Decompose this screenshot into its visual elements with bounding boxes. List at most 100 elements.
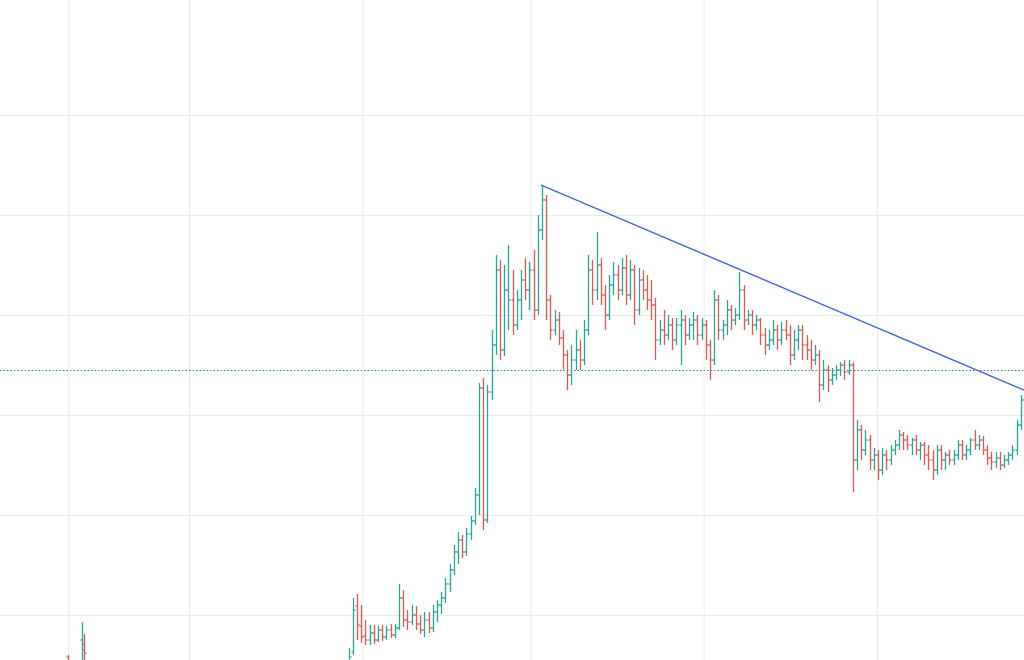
ohlc-bar [418,615,423,634]
ohlc-bar [687,318,692,340]
ohlc-bar [405,610,410,630]
ohlc-bar [452,545,457,575]
ohlc-bar [578,340,583,370]
ohlc-bar [800,325,805,360]
ohlc-bar [859,425,864,460]
ohlc-bar [914,435,919,455]
ohlc-bar [952,450,957,465]
ohlc-bar [758,318,763,345]
ohlc-bar [595,232,600,300]
ohlc-bar [683,315,688,345]
ohlc-bar [926,445,931,470]
trendline-drawing[interactable] [540,184,1024,412]
ohlc-bar [918,442,923,460]
ohlc-bar [994,452,999,468]
ohlc-bar [368,625,373,645]
ohlc-bar [666,315,671,340]
ohlc-bar [998,452,1003,470]
ohlc-bar [960,440,965,460]
ohlc-bar [574,330,579,370]
ohlc-bar [1002,455,1007,468]
ohlc-bar [649,280,654,320]
ohlc-bar [439,592,444,614]
ohlc-bar [422,612,427,637]
ohlc-bar [66,655,70,660]
ohlc-bar [590,260,595,305]
ohlc-bar [729,305,734,330]
ohlc-bar [754,315,759,330]
ohlc-bar [464,528,469,556]
ohlc-bar [553,310,558,335]
ohlc-bar [82,634,87,660]
ohlc-bar [477,383,482,515]
ohlc-bar [767,330,772,350]
ohlc-bar [796,325,801,350]
ohlc-bar [939,445,944,470]
ohlc-bar [456,532,461,564]
ohlc-bar [1019,395,1024,430]
ohlc-bar [775,325,780,350]
ohlc-bar [414,606,419,630]
ohlc-bar [565,350,570,390]
ohlc-bar [348,648,352,660]
ohlc-bar [817,350,822,402]
ohlc-bar [897,430,902,450]
ohlc-bar [788,325,793,365]
ohlc-bar [397,584,402,630]
ohlc-bar [695,315,700,345]
ohlc-bar [645,275,650,310]
ohlc-bar [947,450,952,465]
ohlc-bar [624,255,629,305]
ohlc-bar [809,340,814,370]
ohlc-bar [523,258,528,300]
ohlc-bar [704,320,709,360]
ohlc-bar [922,442,927,465]
ohlc-bar [460,535,465,558]
trendline[interactable] [540,184,1024,412]
ohlc-bar [431,605,436,632]
ohlc-bar [443,578,448,603]
ohlc-bar [401,590,406,627]
ohlc-bar [494,255,499,355]
ohlc-bar [540,185,545,240]
ohlc-bar [708,340,713,380]
ohlc-bar [842,360,847,380]
ohlc-bar [653,298,658,360]
ohlc-bar [821,360,826,390]
ohlc-bar [712,290,717,365]
ohlc-bar [784,320,789,340]
ohlc-bar [884,450,889,470]
ohlc-bar [393,624,398,638]
ohlc-bar [658,320,663,345]
ohlc-bar [498,260,503,360]
ohlc-bar [359,605,364,643]
ohlc-bar [527,262,532,310]
ohlc-bar [351,598,356,655]
ohlc-bar [771,320,776,345]
ohlc-bar [410,605,415,625]
ohlc-bar [637,268,642,315]
ohlc-bar [469,516,474,540]
ohlc-bar [964,445,969,460]
ohlc-bar [372,625,377,644]
ohlc-bar [746,310,751,325]
ohlc-bar [868,435,873,470]
ohlc-bar [905,435,910,450]
ohlc-bar [363,620,368,645]
ohlc-bar [956,440,961,460]
ohlc-bar [763,328,768,355]
ohlc-bar [569,345,574,385]
ohlc-bar [1006,452,1011,465]
ohlc-bar [435,600,440,622]
ohlc-bar [506,245,511,330]
ohlc-bar [679,310,684,365]
ohlc-bar [716,295,721,340]
ohlc-bar [813,345,818,365]
ohlc-series [66,185,1024,660]
ohlc-bar [876,450,881,480]
ohlc-bar [632,265,637,325]
ohlc-bar [376,626,381,642]
